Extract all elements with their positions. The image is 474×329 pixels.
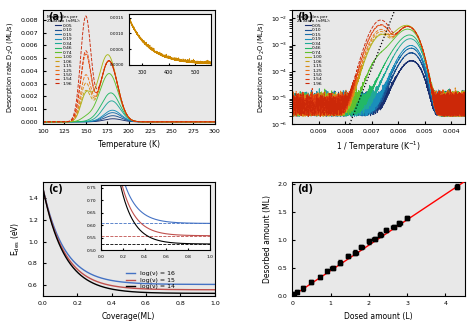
X-axis label: Temperature (K): Temperature (K) xyxy=(98,140,160,149)
Point xyxy=(316,274,324,280)
Point xyxy=(299,286,307,291)
Point xyxy=(453,184,461,189)
Point xyxy=(396,221,403,226)
Point xyxy=(390,224,398,230)
Y-axis label: Desorption rate D$_2$O (ML/s): Desorption rate D$_2$O (ML/s) xyxy=(256,21,266,113)
Legend: 0.05, 0.10, 0.15, 0.19, 0.34, 0.46, 0.74, 1.00, 1.06, 1.15, 1.25, 1.50, 1.54, 1.: 0.05, 0.10, 0.15, 0.19, 0.34, 0.46, 0.74… xyxy=(296,14,330,87)
Y-axis label: E$_{\rm des}$ (eV): E$_{\rm des}$ (eV) xyxy=(10,222,22,256)
Point xyxy=(376,232,384,237)
Point xyxy=(403,215,411,220)
X-axis label: Dosed amount (L): Dosed amount (L) xyxy=(344,312,413,320)
Y-axis label: Desorbed amount (ML): Desorbed amount (ML) xyxy=(263,195,272,283)
Text: (a): (a) xyxy=(48,12,64,22)
Point xyxy=(308,280,315,285)
Point xyxy=(344,253,352,259)
Point xyxy=(371,237,378,242)
Text: (b): (b) xyxy=(298,12,314,22)
Text: (c): (c) xyxy=(48,184,63,194)
Point xyxy=(328,266,336,271)
Point xyxy=(323,268,330,274)
Point xyxy=(357,244,365,250)
Legend: log(ν) = 16, log(ν) = 15, log(ν) = 14: log(ν) = 16, log(ν) = 15, log(ν) = 14 xyxy=(123,268,178,292)
Point xyxy=(337,260,344,265)
X-axis label: 1 / Temperature (K$^{-1}$): 1 / Temperature (K$^{-1}$) xyxy=(336,140,421,154)
Point xyxy=(291,292,298,297)
Point xyxy=(293,290,301,295)
Legend: 0.05, 0.10, 0.15, 0.19, 0.34, 0.46, 0.74, 1.00, 1.06, 1.15, 1.25, 1.50, 1.54, 1.: 0.05, 0.10, 0.15, 0.19, 0.34, 0.46, 0.74… xyxy=(46,14,81,87)
Point xyxy=(352,250,359,255)
X-axis label: Coverage(ML): Coverage(ML) xyxy=(102,312,155,320)
Point xyxy=(365,239,373,244)
Y-axis label: Desorption rate D$_2$O (ML/s): Desorption rate D$_2$O (ML/s) xyxy=(5,21,15,113)
Point xyxy=(383,228,390,233)
Text: (d): (d) xyxy=(298,184,313,194)
